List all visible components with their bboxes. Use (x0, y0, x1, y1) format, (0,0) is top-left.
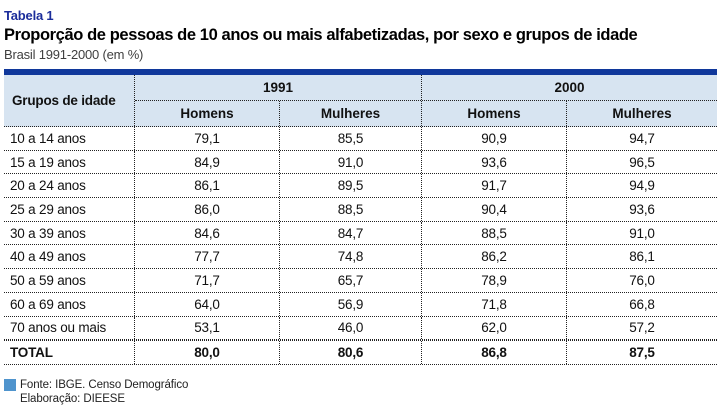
source-line: Fonte: IBGE. Censo Demográfico (20, 379, 189, 392)
cell-value: 77,7 (135, 245, 280, 269)
table-row: TOTAL 80,0 80,6 86,8 87,5 (4, 340, 717, 366)
cell-value: 53,1 (135, 316, 280, 340)
cell-value: 88,5 (422, 221, 567, 245)
cell-value: 90,4 (422, 198, 567, 221)
cell-value: 78,9 (422, 269, 567, 292)
row-label: 40 a 49 anos (4, 245, 135, 269)
row-label: 50 a 59 anos (4, 269, 135, 292)
row-label: 70 anos ou mais (4, 316, 135, 340)
row-label: 15 a 19 anos (4, 150, 135, 174)
cell-value: 71,7 (135, 269, 280, 292)
table-row: 30 a 39 anos 84,6 84,7 88,5 91,0 (4, 221, 717, 246)
table-header-right: 1991 2000 Homens Mulheres Homens Mulhere… (135, 75, 717, 126)
cell-value: 84,6 (135, 221, 280, 245)
column-header-mulheres-1991: Mulheres (280, 101, 422, 126)
source-square-icon (4, 379, 16, 392)
column-header-homens-2000: Homens (422, 101, 567, 126)
row-label: 20 a 24 anos (4, 174, 135, 198)
cell-value: 91,7 (422, 174, 567, 198)
cell-value: 56,9 (280, 292, 422, 316)
table-title: Proporção de pessoas de 10 anos ou mais … (4, 26, 638, 44)
cell-value: 93,6 (629, 201, 655, 217)
table-header: Grupos de idade 1991 2000 Homens Mulhere… (4, 75, 717, 127)
cell-value: 89,5 (280, 174, 422, 198)
column-header-groups: Grupos de idade (4, 75, 135, 126)
year-header-1991: 1991 (135, 75, 422, 100)
table-body: 10 a 14 anos 79,1 85,5 90,9 94,7 15 a 19 anos… (4, 127, 717, 366)
column-header-mulheres-2000: Mulheres (612, 106, 672, 121)
cell-value: 90,9 (422, 127, 567, 150)
cell-value: 85,5 (280, 127, 422, 150)
cell-value: 91,0 (280, 150, 422, 174)
cell-value: 94,7 (629, 130, 655, 146)
row-label: 60 a 69 anos (4, 292, 135, 316)
row-label: 30 a 39 anos (4, 221, 135, 245)
table-row: 20 a 24 anos 86,1 89,5 91,7 94,9 (4, 174, 717, 199)
table-row: 50 a 59 anos 71,7 65,7 78,9 76,0 (4, 269, 717, 293)
cell-value: 76,0 (629, 272, 655, 288)
table-subtitle: Brasil 1991-2000 (em %) (4, 47, 144, 62)
cell-value: 57,2 (629, 320, 655, 336)
table-row: 15 a 19 anos 84,9 91,0 93,6 96,5 (4, 150, 717, 175)
sex-header-row: Homens Mulheres Homens Mulheres (135, 101, 717, 126)
cell-value: 86,0 (135, 198, 280, 221)
cell-value: 62,0 (422, 316, 567, 340)
cell-value: 86,1 (629, 249, 655, 265)
cell-value: 71,8 (422, 292, 567, 316)
cell-value: 91,0 (629, 225, 655, 241)
cell-value: 86,1 (135, 174, 280, 198)
cell-value: 86,2 (422, 245, 567, 269)
table-row: 10 a 14 anos 79,1 85,5 90,9 94,7 (4, 127, 717, 151)
page: Tabela 1 Proporção de pessoas de 10 anos… (4, 8, 717, 406)
table-row: 40 a 49 anos 77,7 74,8 86,2 86,1 (4, 245, 717, 270)
cell-value: 84,7 (280, 221, 422, 245)
cell-value: 94,9 (629, 178, 655, 194)
table-row: 60 a 69 anos 64,0 56,9 71,8 66,8 (4, 292, 717, 317)
cell-value: 64,0 (135, 292, 280, 316)
cell-value: 86,8 (422, 341, 567, 365)
cell-value: 80,6 (280, 341, 422, 365)
table-accent-bar (4, 69, 717, 75)
table-row: 25 a 29 anos 86,0 88,5 90,4 93,6 (4, 198, 717, 222)
age-literacy-table: Grupos de idade 1991 2000 Homens Mulhere… (4, 69, 717, 366)
elaboration-line: Elaboração: DIEESE (20, 393, 125, 406)
source-note: Fonte: IBGE. Censo Demográfico Elaboraçã… (4, 378, 717, 406)
row-label: 25 a 29 anos (4, 198, 135, 221)
cell-value: 96,5 (629, 154, 655, 170)
cell-value: 74,8 (280, 245, 422, 269)
cell-value: 87,5 (629, 345, 655, 361)
year-header-row: 1991 2000 (135, 75, 717, 101)
cell-value: 80,0 (135, 341, 280, 365)
cell-value: 65,7 (280, 269, 422, 292)
table-label: Tabela 1 (4, 8, 54, 23)
cell-value: 88,5 (280, 198, 422, 221)
cell-value: 79,1 (135, 127, 280, 150)
row-label: TOTAL (4, 341, 135, 365)
cell-value: 84,9 (135, 150, 280, 174)
table-row: 70 anos ou mais 53,1 46,0 62,0 57,2 (4, 316, 717, 341)
row-label: 10 a 14 anos (4, 127, 135, 150)
year-header-2000: 2000 (554, 80, 585, 95)
column-header-homens-1991: Homens (135, 101, 280, 126)
cell-value: 46,0 (280, 316, 422, 340)
cell-value: 93,6 (422, 150, 567, 174)
cell-value: 66,8 (629, 296, 655, 312)
